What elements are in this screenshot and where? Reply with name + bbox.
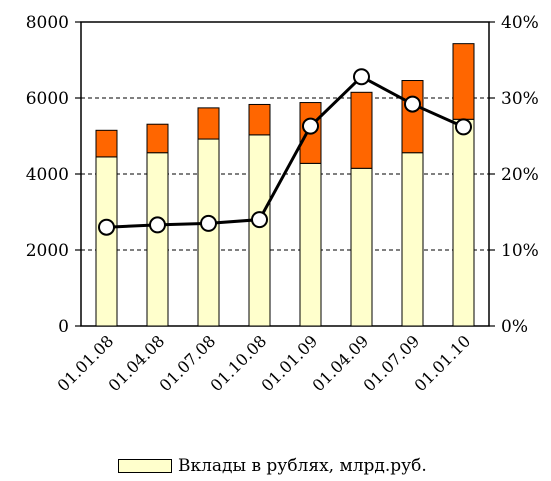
ratio-point xyxy=(200,214,217,232)
bar-top-segment xyxy=(95,129,118,158)
bar-rubles xyxy=(146,152,169,327)
left-tick-label: 8000 xyxy=(26,13,69,33)
bar-top-segment xyxy=(350,91,373,169)
bar-rubles xyxy=(452,118,475,327)
legend-swatch xyxy=(118,459,172,473)
bar-top-segment xyxy=(248,103,271,136)
ratio-point xyxy=(353,68,370,86)
right-tick-label: 0% xyxy=(501,317,528,337)
bar-top-segment xyxy=(452,43,475,120)
bar-rubles xyxy=(197,138,220,327)
ratio-line-path xyxy=(106,74,465,229)
bar-top-segment xyxy=(197,107,220,140)
legend: Вклады в рублях, млрд.руб. xyxy=(118,456,427,476)
right-tick-label: 10% xyxy=(501,241,539,261)
ratio-point xyxy=(251,211,268,229)
ratio-point xyxy=(98,218,115,236)
left-tick-label: 0 xyxy=(58,317,69,337)
right-tick-label: 20% xyxy=(501,165,539,185)
right-tick-label: 40% xyxy=(501,13,539,33)
left-tick-label: 4000 xyxy=(26,165,69,185)
right-tick-label: 30% xyxy=(501,89,539,109)
left-tick-label: 2000 xyxy=(26,241,69,261)
x-axis-ticks: 01.01.0801.04.0801.07.0801.10.0801.01.09… xyxy=(54,331,475,395)
ratio-point xyxy=(302,117,319,135)
bar-top-segment xyxy=(146,123,169,154)
bars xyxy=(95,43,475,327)
left-tick-label: 6000 xyxy=(26,89,69,109)
ratio-point xyxy=(404,95,421,113)
legend-label: Вклады в рублях, млрд.руб. xyxy=(178,456,427,476)
bar-rubles xyxy=(95,156,118,327)
x-tick-label: 01.01.10 xyxy=(411,331,475,395)
ratio-point xyxy=(149,216,166,234)
bar-top-segment xyxy=(401,80,424,154)
ratio-line xyxy=(98,68,472,236)
bar-rubles xyxy=(299,162,322,327)
chart: 0 2000 4000 6000 8000 0% 10% 20% 30% 40% 01.01.0… xyxy=(26,13,539,395)
ratio-point xyxy=(455,118,472,136)
bar-rubles xyxy=(350,167,373,327)
left-axis-ticks: 0 2000 4000 6000 8000 xyxy=(26,13,81,337)
right-axis-ticks: 0% 10% 20% 30% 40% xyxy=(489,13,539,337)
bar-rubles xyxy=(401,152,424,327)
bar-rubles xyxy=(248,134,271,327)
